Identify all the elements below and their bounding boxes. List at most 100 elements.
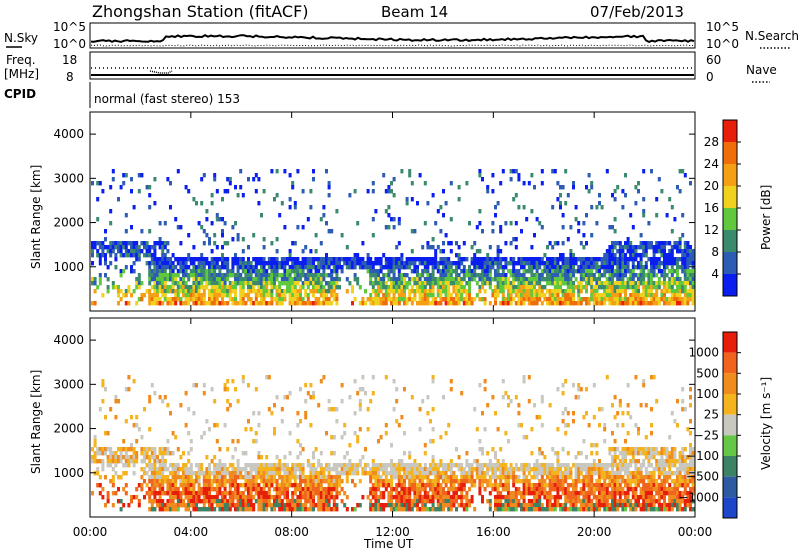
range-cell [254, 439, 258, 444]
range-cell [494, 261, 497, 266]
range-cell [314, 281, 318, 286]
range-cell [208, 237, 211, 242]
range-cell [546, 281, 549, 286]
range-cell [603, 269, 607, 274]
range-cell [288, 269, 292, 274]
range-cell [637, 273, 640, 278]
range-cell [429, 483, 432, 488]
range-cell [496, 487, 500, 492]
range-cell [327, 281, 331, 286]
range-cell [286, 483, 289, 488]
range-cell [496, 201, 500, 206]
range-cell [540, 471, 544, 476]
range-cell [585, 483, 588, 488]
range-cell [306, 261, 310, 266]
range-cell [572, 383, 575, 388]
range-cell [452, 261, 456, 266]
range-cell [96, 451, 100, 456]
range-cell [574, 491, 578, 496]
range-cell [577, 395, 581, 400]
range-cell [403, 277, 406, 282]
range-cell [163, 261, 167, 266]
range-cell [283, 475, 287, 480]
power-colorbar-label: Power [dB] [759, 185, 773, 250]
range-cell [231, 265, 235, 270]
range-cell [252, 265, 256, 270]
range-cell [538, 479, 542, 484]
range-cell [418, 407, 422, 412]
range-cell [166, 265, 170, 270]
range-cell [236, 257, 240, 262]
range-cell [644, 289, 648, 294]
range-cell [366, 297, 370, 302]
range-cell [153, 451, 157, 456]
range-cell [468, 281, 471, 286]
range-cell [382, 281, 386, 286]
range-cell [205, 285, 209, 290]
range-cell [626, 241, 630, 246]
range-cell [299, 443, 302, 448]
range-cell [660, 253, 664, 258]
range-cell [262, 475, 266, 480]
range-cell [192, 507, 196, 512]
range-cell [356, 281, 360, 286]
range-cell [457, 245, 461, 250]
range-cell [556, 475, 560, 480]
range-cell [408, 289, 412, 294]
range-cell [439, 277, 443, 282]
range-cell [444, 467, 448, 472]
range-cell [509, 177, 513, 182]
range-cell [520, 301, 523, 306]
range-cell [293, 487, 297, 492]
range-cell [491, 293, 495, 298]
range-cell [197, 281, 201, 286]
range-cell [522, 467, 526, 472]
range-cell [431, 483, 435, 488]
range-cell [676, 257, 679, 262]
range-cell [153, 281, 157, 286]
range-cell [647, 221, 651, 226]
range-cell [202, 293, 206, 298]
range-cell [410, 285, 414, 290]
range-cell [642, 281, 646, 286]
range-cell [291, 475, 295, 480]
range-cell [148, 269, 152, 274]
range-cell [585, 499, 588, 504]
range-cell [442, 213, 445, 218]
range-cell [231, 285, 235, 290]
range-cell [673, 217, 677, 222]
range-cell [449, 463, 453, 468]
range-cell [387, 205, 391, 210]
range-cell [449, 387, 453, 392]
range-cell [514, 463, 518, 468]
range-cell [621, 249, 625, 254]
range-cell [663, 257, 666, 262]
range-cell [408, 293, 412, 298]
range-cell [569, 289, 573, 294]
range-cell [106, 249, 110, 254]
range-cell [650, 277, 653, 282]
range-cell [465, 257, 469, 262]
range-cell [416, 467, 419, 472]
range-cell [494, 507, 497, 512]
range-cell [644, 293, 648, 298]
range-cell [273, 277, 276, 282]
range-cell [140, 281, 144, 286]
range-cell [652, 257, 656, 262]
range-cell [332, 297, 336, 302]
range-cell [481, 467, 484, 472]
range-cell [319, 293, 323, 298]
range-cell [561, 487, 565, 492]
range-cell [522, 495, 526, 500]
range-cell [504, 277, 508, 282]
range-cell [397, 471, 401, 476]
range-cell [137, 503, 141, 508]
range-cell [210, 265, 214, 270]
range-cell [228, 471, 232, 476]
range-cell [470, 297, 474, 302]
range-cell [577, 297, 581, 302]
range-cell [520, 277, 523, 282]
range-cell [202, 241, 206, 246]
range-cell [509, 491, 513, 496]
range-cell [171, 479, 175, 484]
